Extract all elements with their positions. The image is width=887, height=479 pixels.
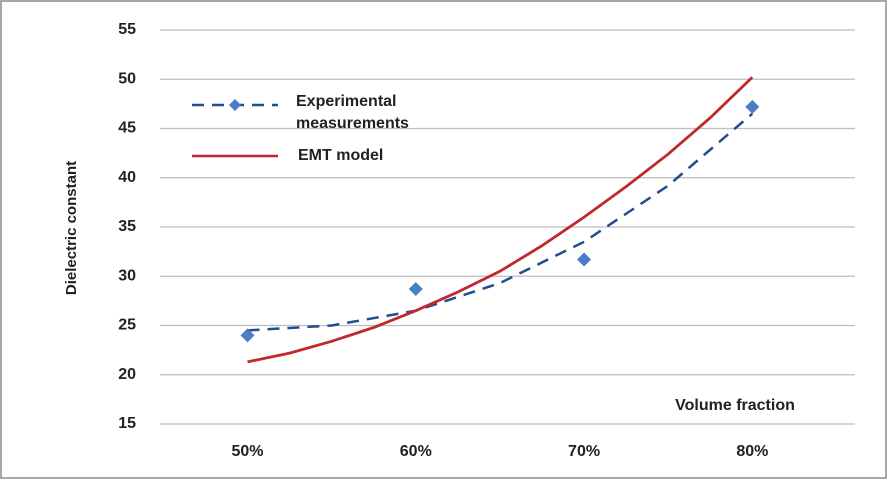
y-tick-label: 55 bbox=[118, 21, 136, 38]
legend-label: EMT model bbox=[298, 147, 383, 164]
y-tick-label: 20 bbox=[118, 366, 136, 383]
data-point bbox=[408, 282, 423, 297]
data-point bbox=[745, 99, 760, 114]
trend-line bbox=[247, 112, 754, 332]
y-tick-label: 35 bbox=[118, 218, 136, 235]
x-tick-label: 50% bbox=[231, 443, 263, 460]
x-tick-label: 70% bbox=[568, 443, 600, 460]
data-point bbox=[577, 252, 592, 267]
y-tick-label: 15 bbox=[118, 415, 136, 432]
x-tick-label: 80% bbox=[736, 443, 768, 460]
y-tick-label: 25 bbox=[118, 317, 136, 334]
y-tick-label: 30 bbox=[118, 267, 136, 284]
legend-marker bbox=[229, 99, 241, 111]
x-tick-label: 60% bbox=[400, 443, 432, 460]
x-axis-label: Volume fraction bbox=[675, 397, 795, 414]
y-tick-label: 50 bbox=[118, 70, 136, 87]
y-axis-label: Dielectric constant bbox=[63, 161, 80, 295]
y-tick-label: 45 bbox=[118, 120, 136, 137]
legend-label: Experimental measurements bbox=[296, 93, 409, 132]
y-tick-label: 40 bbox=[118, 169, 136, 186]
data-point bbox=[240, 328, 255, 343]
model-line bbox=[247, 76, 754, 364]
